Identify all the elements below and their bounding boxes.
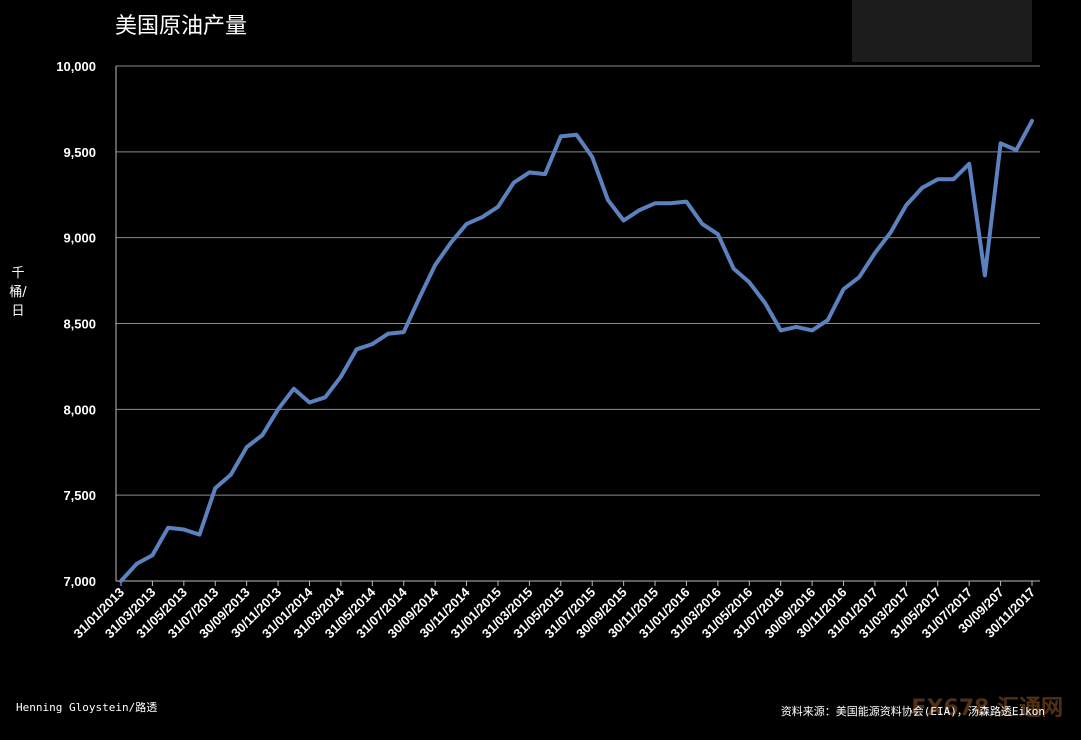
author-credit: Henning Gloystein/路透	[16, 701, 158, 714]
source-credit: 资料来源：美国能源资料协会(EIA)，汤森路透Eikon	[780, 705, 1045, 718]
y-tick-label: 8,000	[63, 402, 96, 417]
chart-title: 美国原油产量	[115, 14, 248, 39]
corner-box	[852, 0, 1032, 62]
gridlines	[115, 65, 1040, 582]
y-tick-label: 7,500	[63, 488, 96, 503]
y-tick-label: 9,000	[63, 231, 96, 246]
x-ticks: 31/01/201331/03/201331/05/201331/07/2013…	[70, 581, 1038, 641]
y-tick-label: 9,500	[63, 145, 96, 160]
watermark: FX678 汇通网	[911, 696, 1063, 721]
y-axis-label: 千桶/日	[9, 266, 27, 319]
y-tick-label: 7,000	[63, 574, 96, 589]
series-line-us-crude-production	[119, 118, 1034, 583]
y-tick-label: 8,500	[63, 317, 96, 332]
y-tick-label: 10,000	[56, 59, 96, 74]
y-ticks: 7,000 7,500 8,000 8,500 9,000 9,500 10,000	[56, 59, 96, 589]
